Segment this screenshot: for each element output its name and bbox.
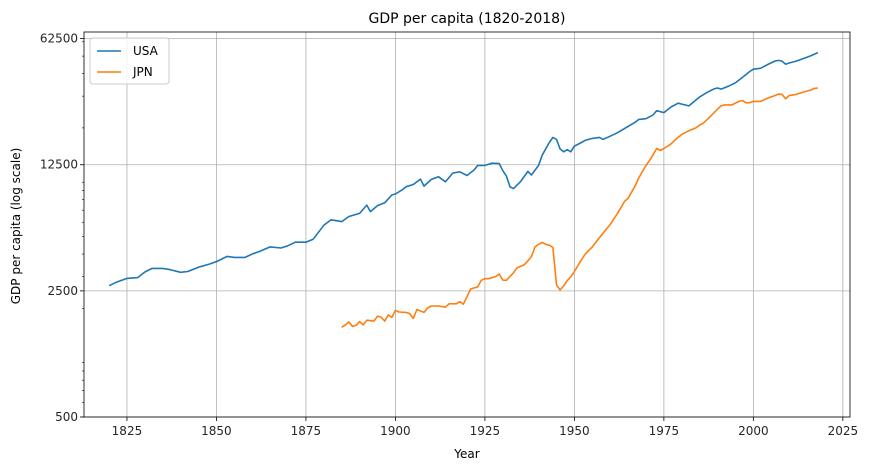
x-tick-label: 1825 (112, 424, 143, 438)
x-axis-label: Year (453, 447, 479, 461)
x-tick-label: 1975 (649, 424, 680, 438)
x-tick-label: 2000 (738, 424, 769, 438)
x-tick-label: 1950 (559, 424, 590, 438)
y-tick-label: 500 (55, 410, 78, 424)
legend-jpn-label: JPN (132, 65, 153, 79)
legend: USA JPN (89, 37, 170, 85)
legend-usa-label: USA (133, 44, 159, 58)
x-tick-label: 1875 (291, 424, 322, 438)
chart-title: GDP per capita (1820-2018) (368, 11, 565, 27)
series-line-jpn (341, 87, 818, 328)
series-lines (108, 51, 819, 328)
plot-frame (83, 31, 851, 418)
y-tick-label: 12500 (40, 158, 78, 172)
y-axis-label: GDP per capita (log scale) (9, 148, 23, 305)
x-tick-label: 1925 (470, 424, 501, 438)
series-line-usa (108, 51, 819, 287)
x-tick-label: 1900 (380, 424, 411, 438)
axis-ticks: 1825 1850 1875 1900 1925 1950 1975 2000 2025 500 2… (40, 32, 858, 438)
y-tick-label: 2500 (47, 284, 78, 298)
y-tick-label: 62500 (40, 32, 78, 46)
x-tick-label: 2025 (828, 424, 859, 438)
x-tick-label: 1850 (201, 424, 232, 438)
